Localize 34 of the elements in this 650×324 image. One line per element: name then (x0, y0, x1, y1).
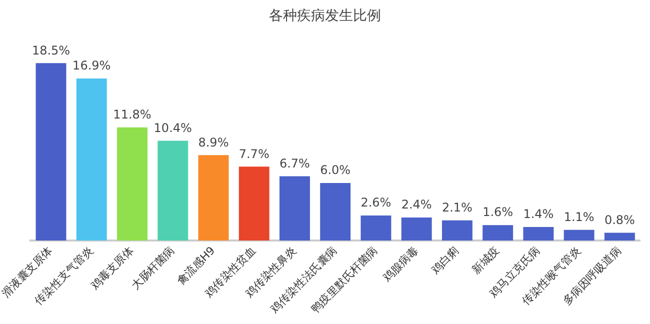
bar (320, 182, 351, 240)
x-tick-label: 鸡腺病毒 (380, 244, 421, 286)
chart-title: 各种疾病发生比例 (269, 8, 381, 24)
bar (442, 220, 472, 240)
data-label: 2.6% (360, 196, 392, 210)
bar (401, 217, 432, 240)
data-label: 1.1% (564, 210, 594, 224)
bar (238, 166, 270, 240)
data-label: 2.4% (401, 198, 432, 212)
x-tick-label: 新城疫 (469, 244, 502, 277)
bar (198, 155, 229, 240)
data-label: 6.7% (279, 156, 310, 170)
bar (604, 232, 635, 240)
data-label: 6.0% (320, 163, 351, 178)
data-label: 8.9% (198, 135, 229, 150)
bar (117, 127, 148, 240)
bar (36, 63, 66, 240)
bar (279, 176, 310, 240)
data-label: 18.5% (32, 43, 70, 58)
bar (158, 140, 188, 240)
data-label: 1.4% (523, 207, 554, 222)
data-label: 10.4% (154, 120, 192, 135)
x-tick-label: 鸡白痢 (428, 244, 462, 278)
data-label: 1.6% (482, 205, 514, 220)
data-label: 7.7% (238, 146, 270, 161)
bar (564, 230, 594, 240)
data-label: 2.1% (442, 200, 472, 214)
data-label: 16.9% (72, 58, 111, 73)
bar (360, 216, 392, 240)
data-label: 11.8% (113, 108, 152, 122)
bar (523, 227, 554, 240)
bar (482, 225, 514, 240)
data-label: 0.8% (604, 212, 635, 227)
bar (76, 78, 107, 240)
